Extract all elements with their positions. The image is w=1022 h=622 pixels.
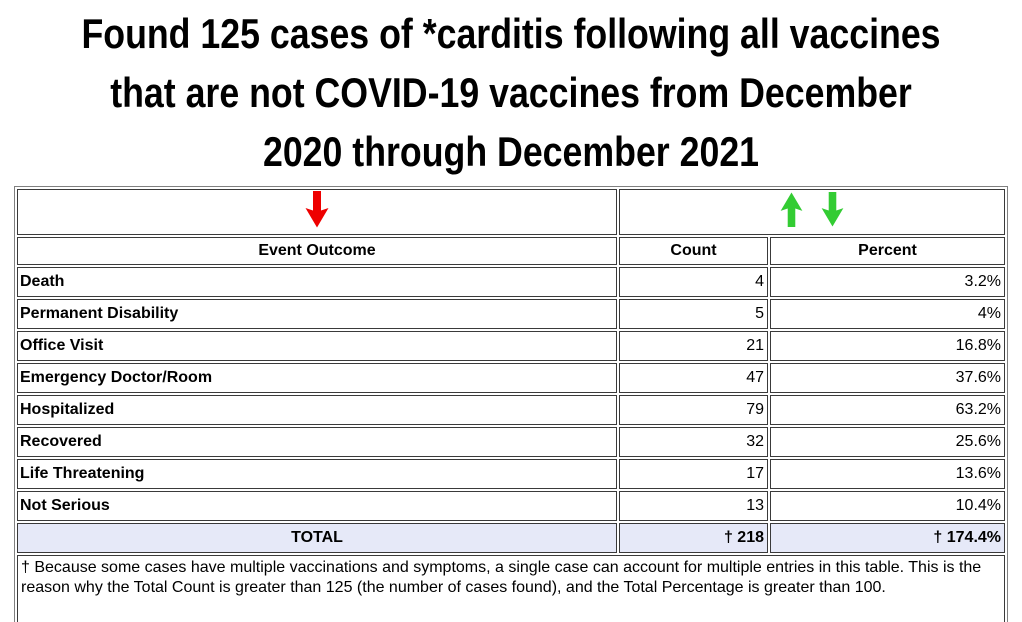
value-sort-cell [619,189,1006,235]
outcome-cell: Emergency Doctor/Room [17,363,617,393]
column-header-event-outcome: Event Outcome [17,237,617,265]
outcome-cell: Not Serious [17,491,617,521]
count-cell: 13 [619,491,768,521]
column-header-row: Event Outcome Count Percent [17,237,1006,265]
percent-cell: 3.2% [770,267,1006,297]
column-header-percent: Percent [770,237,1006,265]
table-row: Emergency Doctor/Room 47 37.6% [17,363,1006,393]
table-row: Permanent Disability 5 4% [17,299,1006,329]
outcome-cell: Hospitalized [17,395,617,425]
outcome-cell: Office Visit [17,331,617,361]
percent-cell: 25.6% [770,427,1006,457]
table-row: Hospitalized 79 63.2% [17,395,1006,425]
table-row: Not Serious 13 10.4% [17,491,1006,521]
percent-cell: 16.8% [770,331,1006,361]
table-row: Life Threatening 17 13.6% [17,459,1006,489]
count-cell: 79 [619,395,768,425]
percent-cell: 37.6% [770,363,1006,393]
outcome-cell: Death [17,267,617,297]
footnote-row: † Because some cases have multiple vacci… [17,555,1006,622]
sort-descending-red-arrow-icon[interactable] [305,191,329,233]
percent-cell: 63.2% [770,395,1006,425]
table-row: Office Visit 21 16.8% [17,331,1006,361]
count-cell: 4 [619,267,768,297]
count-cell: 5 [619,299,768,329]
page-title-line-1: Found 125 cases of *carditis following a… [81,10,941,57]
count-cell: 32 [619,427,768,457]
outcome-sort-cell [17,189,617,235]
percent-cell: 13.6% [770,459,1006,489]
count-cell: 21 [619,331,768,361]
total-label-cell: TOTAL [17,523,617,553]
outcome-cell: Life Threatening [17,459,617,489]
column-header-count: Count [619,237,768,265]
percent-cell: 4% [770,299,1006,329]
total-percent-cell: † 174.4% [770,523,1006,553]
table-row: Recovered 32 25.6% [17,427,1006,457]
results-table: Event Outcome Count Percent Death 4 3.2%… [14,186,1009,622]
page-title-line-3: 2020 through December 2021 [262,128,760,175]
page-title-line-2: that are not COVID-19 vaccines from Dece… [110,69,912,116]
table-row: Death 4 3.2% [17,267,1006,297]
count-cell: 17 [619,459,768,489]
footnote-text: † Because some cases have multiple vacci… [17,555,1006,622]
sort-ascending-green-arrow-icon[interactable] [780,192,803,232]
outcome-cell: Recovered [17,427,617,457]
total-count-cell: † 218 [619,523,768,553]
sort-arrow-row [17,189,1006,235]
page-title: Found 125 cases of *carditis following a… [0,0,1022,181]
outcome-cell: Permanent Disability [17,299,617,329]
percent-cell: 10.4% [770,491,1006,521]
sort-descending-green-arrow-icon[interactable] [821,192,844,232]
count-cell: 47 [619,363,768,393]
total-row: TOTAL † 218 † 174.4% [17,523,1006,553]
